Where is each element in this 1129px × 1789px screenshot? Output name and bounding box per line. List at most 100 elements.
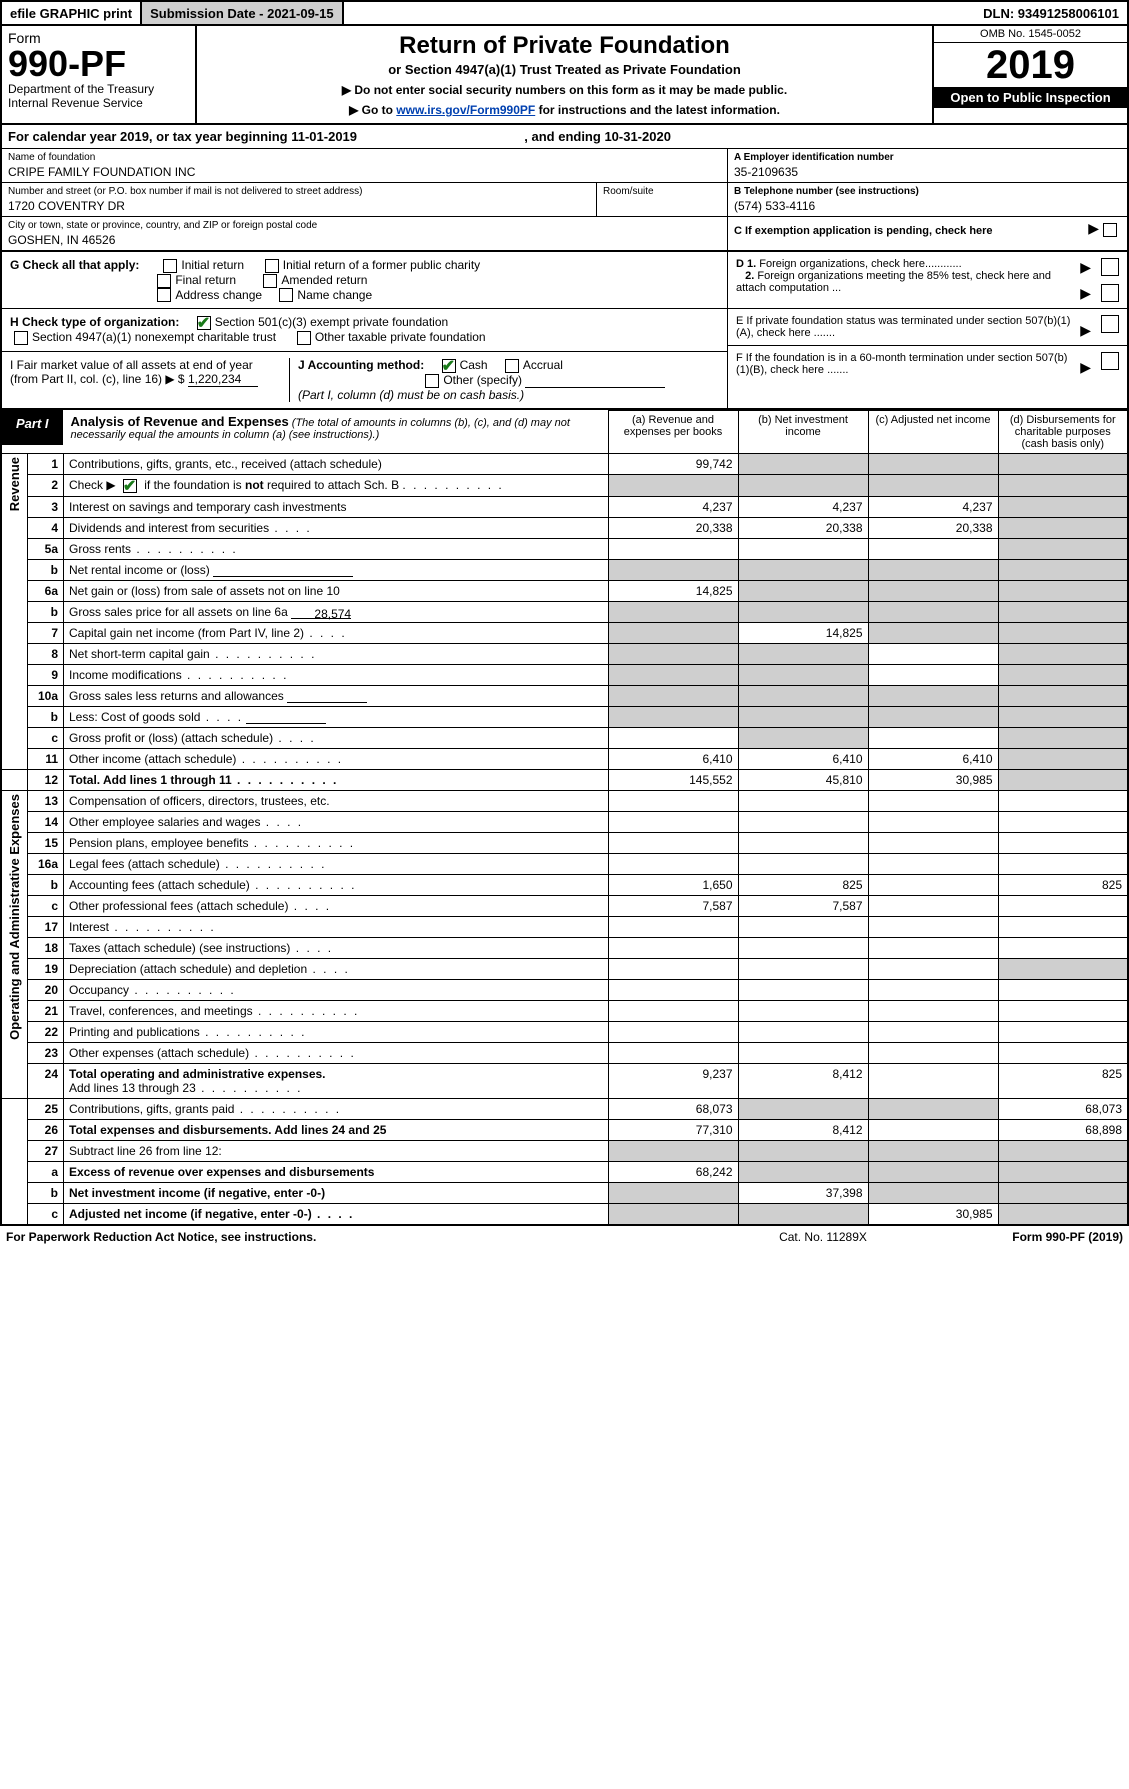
line-num: 1: [28, 453, 64, 474]
table-row: 10a Gross sales less returns and allowan…: [1, 685, 1128, 706]
line-label: Legal fees (attach schedule): [64, 853, 609, 874]
line-num: 13: [28, 790, 64, 811]
footer-cat-no: Cat. No. 11289X: [723, 1230, 923, 1244]
hij-right: D 1. Foreign organizations, check here..…: [727, 252, 1127, 408]
line-num: 6a: [28, 580, 64, 601]
line-num: c: [28, 727, 64, 748]
g-name-change-checkbox[interactable]: [279, 288, 293, 302]
g-row: G Check all that apply: Initial return I…: [2, 252, 727, 309]
cell-b: 8,412: [738, 1063, 868, 1098]
h-row: H Check type of organization: Section 50…: [2, 309, 727, 352]
section-g-h-i-j: G Check all that apply: Initial return I…: [0, 252, 1129, 410]
j-note: (Part I, column (d) must be on cash basi…: [298, 388, 524, 402]
telephone-label: B Telephone number (see instructions): [734, 186, 1121, 197]
h-4947-checkbox[interactable]: [14, 331, 28, 345]
cell-c: 6,410: [868, 748, 998, 769]
g-address-change-checkbox[interactable]: [157, 288, 171, 302]
g-initial-former-checkbox[interactable]: [265, 259, 279, 273]
street-address: 1720 COVENTRY DR: [8, 197, 590, 213]
cell-c: 30,985: [868, 1203, 998, 1225]
f-text: F If the foundation is in a 60-month ter…: [736, 352, 1080, 376]
line-label: Income modifications: [64, 664, 609, 685]
f-checkbox[interactable]: [1101, 352, 1119, 370]
open-to-public-badge: Open to Public Inspection: [934, 87, 1127, 108]
form-header: Form 990-PF Department of the Treasury I…: [0, 26, 1129, 125]
g-opt5: Address change: [175, 288, 262, 302]
footer-left: For Paperwork Reduction Act Notice, see …: [6, 1230, 723, 1244]
line-label: Adjusted net income (if negative, enter …: [64, 1203, 609, 1225]
sch-b-checkbox[interactable]: [123, 479, 137, 493]
d2-checkbox[interactable]: [1101, 284, 1119, 302]
irs-link[interactable]: www.irs.gov/Form990PF: [396, 103, 535, 117]
h-lead: H Check type of organization:: [10, 315, 179, 329]
line-num: b: [28, 1182, 64, 1203]
j-cash-checkbox[interactable]: [442, 359, 456, 373]
table-row: 26 Total expenses and disbursements. Add…: [1, 1119, 1128, 1140]
g-opt3: Final return: [175, 273, 236, 287]
table-row: 6a Net gain or (loss) from sale of asset…: [1, 580, 1128, 601]
line-num: 21: [28, 1000, 64, 1021]
table-row: 11 Other income (attach schedule) 6,410 …: [1, 748, 1128, 769]
line-label: Total operating and administrative expen…: [64, 1063, 609, 1098]
line-num: 22: [28, 1021, 64, 1042]
j-other-checkbox[interactable]: [425, 374, 439, 388]
line-num: 4: [28, 517, 64, 538]
line-num: 15: [28, 832, 64, 853]
form-title: Return of Private Foundation: [205, 32, 924, 60]
efile-print-button[interactable]: efile GRAPHIC print: [2, 2, 142, 24]
table-row: 15 Pension plans, employee benefits: [1, 832, 1128, 853]
line-num: 24: [28, 1063, 64, 1098]
cell-a: 99,742: [608, 453, 738, 474]
cell-d: [998, 453, 1128, 474]
line-num: 9: [28, 664, 64, 685]
line-num: 5a: [28, 538, 64, 559]
table-row: Revenue 1 Contributions, gifts, grants, …: [1, 453, 1128, 474]
line-label: Other employee salaries and wages: [64, 811, 609, 832]
j-opt1: Cash: [460, 358, 488, 372]
info-left: Name of foundation CRIPE FAMILY FOUNDATI…: [2, 149, 727, 250]
h-501c3-checkbox[interactable]: [197, 316, 211, 330]
g-amended-return-checkbox[interactable]: [263, 274, 277, 288]
calendar-year-row: For calendar year 2019, or tax year begi…: [0, 125, 1129, 149]
d1-checkbox[interactable]: [1101, 258, 1119, 276]
form-subtitle: or Section 4947(a)(1) Trust Treated as P…: [205, 62, 924, 77]
info-right: A Employer identification number 35-2109…: [727, 149, 1127, 250]
cell-b: 825: [738, 874, 868, 895]
header-note-2: ▶ Go to www.irs.gov/Form990PF for instru…: [205, 103, 924, 117]
table-row: 2 Check ▶ if the foundation is not requi…: [1, 474, 1128, 496]
cell-c: 20,338: [868, 517, 998, 538]
top-bar: efile GRAPHIC print Submission Date - 20…: [0, 0, 1129, 26]
e-checkbox[interactable]: [1101, 315, 1119, 333]
city-cell: City or town, state or province, country…: [2, 217, 727, 250]
room-cell: Room/suite: [597, 183, 727, 217]
table-row: Operating and Administrative Expenses 13…: [1, 790, 1128, 811]
g-final-return-checkbox[interactable]: [157, 274, 171, 288]
cell-c: 30,985: [868, 769, 998, 790]
part1-header-row: Part I Analysis of Revenue and Expenses …: [1, 410, 1128, 453]
line-label: Dividends and interest from securities: [64, 517, 609, 538]
line-num: 8: [28, 643, 64, 664]
table-row: 23 Other expenses (attach schedule): [1, 1042, 1128, 1063]
table-row: 25 Contributions, gifts, grants paid 68,…: [1, 1098, 1128, 1119]
g-initial-return-checkbox[interactable]: [163, 259, 177, 273]
h-opt2: Section 4947(a)(1) nonexempt charitable …: [32, 330, 276, 344]
cal-end-date: 10-31-2020: [604, 129, 671, 144]
line-label: Contributions, gifts, grants paid: [64, 1098, 609, 1119]
exemption-pending-checkbox[interactable]: [1103, 223, 1117, 237]
g-opt6: Name change: [297, 288, 372, 302]
h-other-taxable-checkbox[interactable]: [297, 331, 311, 345]
line-label: Printing and publications: [64, 1021, 609, 1042]
j-accrual-checkbox[interactable]: [505, 359, 519, 373]
cell-a: 77,310: [608, 1119, 738, 1140]
line-label: Total. Add lines 1 through 11: [64, 769, 609, 790]
line-label: Net rental income or (loss): [64, 559, 609, 580]
line-num: 17: [28, 916, 64, 937]
table-row: 12 Total. Add lines 1 through 11 145,552…: [1, 769, 1128, 790]
line-label: Gross rents: [64, 538, 609, 559]
h-opt1: Section 501(c)(3) exempt private foundat…: [215, 315, 448, 329]
table-row: 19 Depreciation (attach schedule) and de…: [1, 958, 1128, 979]
j-other-specify-line[interactable]: [525, 376, 665, 388]
line-label: Check ▶ if the foundation is not require…: [64, 474, 609, 496]
cell-a: 1,650: [608, 874, 738, 895]
col-a-header: (a) Revenue and expenses per books: [608, 410, 738, 453]
